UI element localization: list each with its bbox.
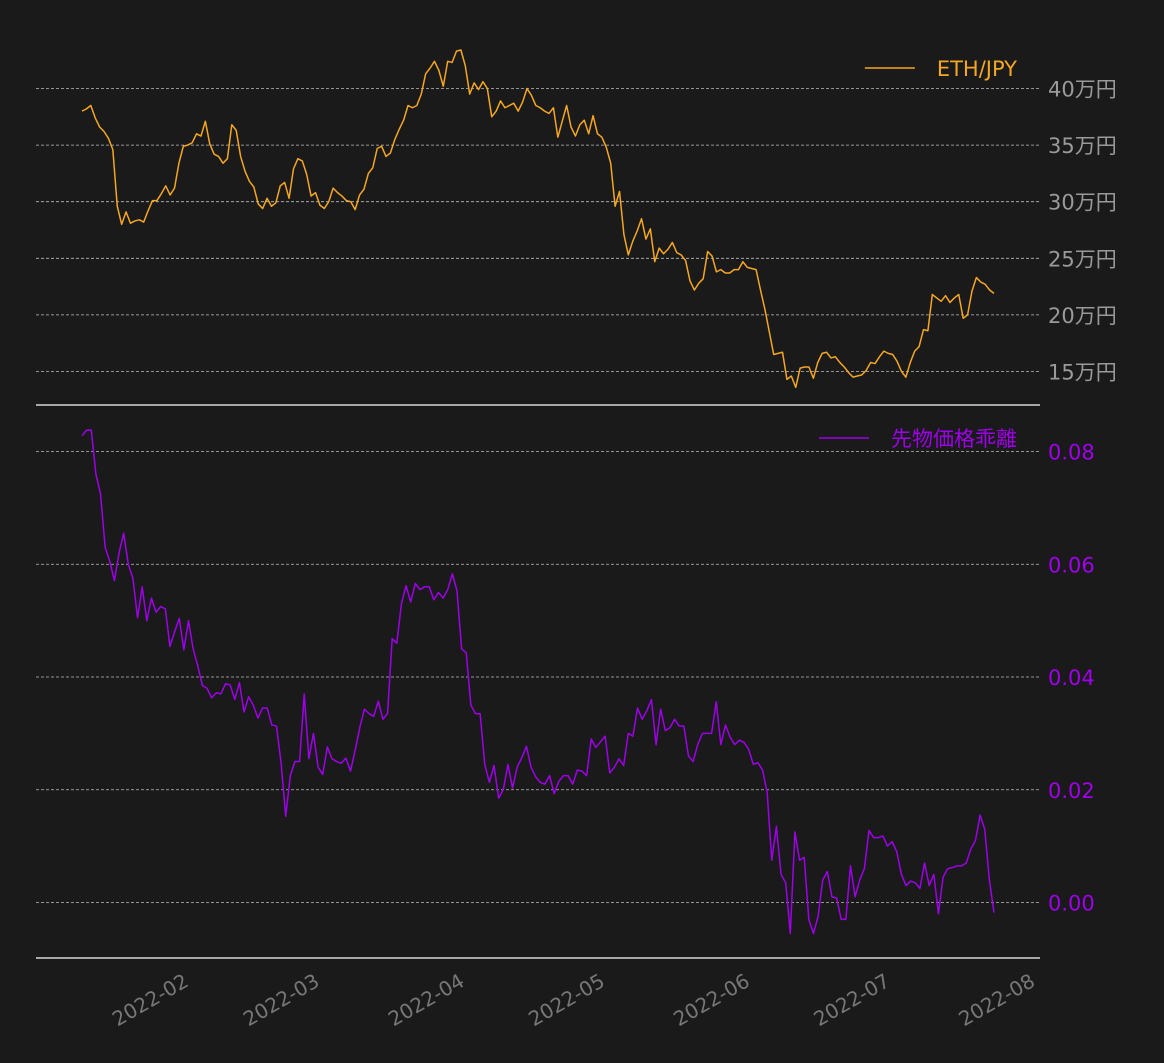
spread-series-line xyxy=(81,429,995,935)
spread-y-tick-label: 0.00 xyxy=(1048,892,1095,916)
x-axis: 2022-02 2022-03 2022-04 2022-05 2022-06 2022-… xyxy=(36,404,1040,1032)
x-tick-label: 2022-03 xyxy=(239,969,323,1032)
eth-y-tick-label: 30万円 xyxy=(1048,191,1117,215)
spread-y-tick-label: 0.02 xyxy=(1048,779,1095,803)
eth-y-tick-label: 20万円 xyxy=(1048,304,1117,328)
eth-y-tick-label: 35万円 xyxy=(1048,134,1117,158)
x-tick-label: 2022-07 xyxy=(810,969,894,1032)
x-tick-label: 2022-04 xyxy=(384,969,468,1032)
eth-y-tick-label: 25万円 xyxy=(1048,247,1117,271)
x-tick-label: 2022-05 xyxy=(524,969,608,1032)
x-tick-label: 2022-06 xyxy=(669,969,753,1032)
eth-jpy-panel: 15万円 20万円 25万円 30万円 35万円 40万円 ETH/JPY xyxy=(36,49,1117,389)
spread-y-tick-label: 0.08 xyxy=(1048,441,1095,465)
spread-legend-label: 先物価格乖離 xyxy=(891,427,1017,451)
spread-y-tick-label: 0.06 xyxy=(1048,553,1095,577)
eth-y-tick-label: 15万円 xyxy=(1048,361,1117,385)
futures-spread-panel: 0.00 0.02 0.04 0.06 0.08 先物価格乖離 xyxy=(36,427,1095,935)
eth-y-tick-label: 40万円 xyxy=(1048,78,1117,102)
spread-y-tick-label: 0.04 xyxy=(1048,666,1095,690)
eth-legend-label: ETH/JPY xyxy=(937,57,1017,81)
x-tick-label: 2022-02 xyxy=(108,969,192,1032)
eth-series-line xyxy=(81,49,995,389)
x-tick-label: 2022-08 xyxy=(955,969,1039,1032)
